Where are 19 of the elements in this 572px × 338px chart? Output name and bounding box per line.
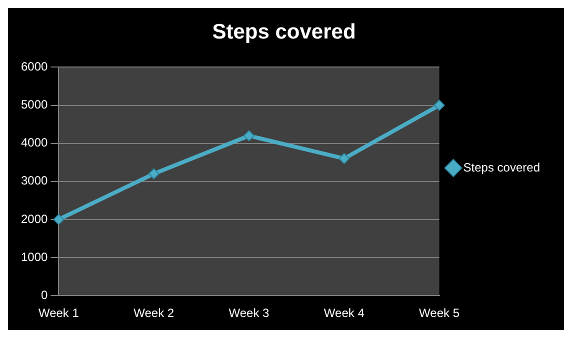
- point: [338, 153, 350, 164]
- legend-label: Steps covered: [463, 160, 540, 174]
- point: [434, 100, 445, 111]
- point: [243, 130, 254, 142]
- x-tick-label: Week 2: [134, 306, 174, 320]
- y-tick-label: 2000: [20, 212, 48, 226]
- y-tick-label: 0: [41, 288, 48, 302]
- point: [53, 214, 64, 225]
- y-tick-label: 6000: [20, 60, 48, 74]
- point: [148, 168, 160, 180]
- x-tick-label: Week 3: [228, 306, 270, 320]
- y-tick-label: 3000: [20, 174, 48, 188]
- x-tick-label: Week 4: [324, 306, 365, 320]
- y-tick-label: 5000: [20, 98, 48, 112]
- x-tick-label: Week 1: [38, 306, 80, 320]
- y-tick-label: 4000: [20, 136, 48, 150]
- x-tick-label: Week 5: [419, 306, 460, 320]
- chart-title: Steps covered: [212, 20, 356, 44]
- y-tick-label: 1000: [20, 250, 48, 264]
